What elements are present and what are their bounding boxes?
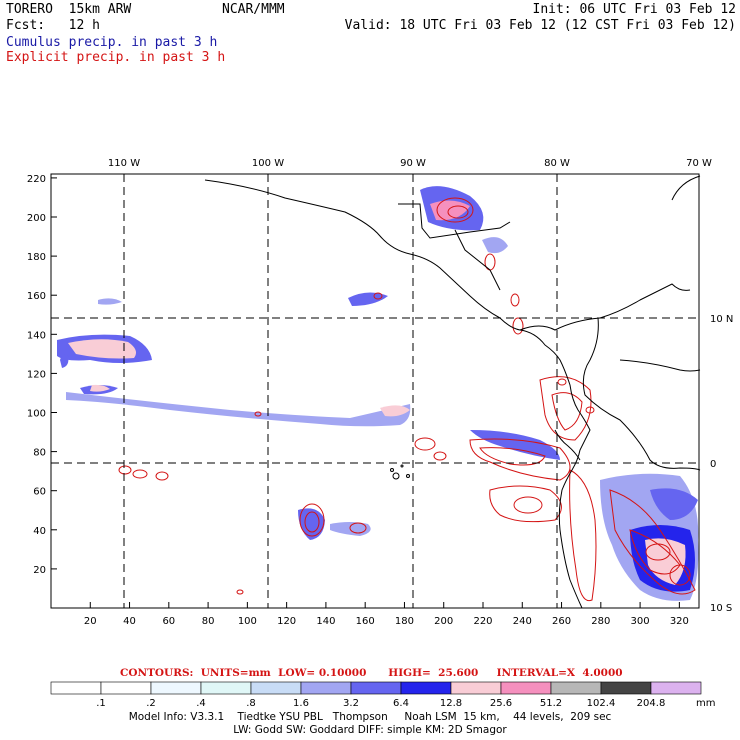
legend-swatch — [500, 681, 552, 695]
y-tick-label: 20 — [33, 565, 46, 576]
y-tick-label: 120 — [27, 369, 46, 380]
map-frame — [50, 173, 700, 609]
longitude-label: 110 W — [108, 158, 140, 169]
legend-swatch — [350, 681, 402, 695]
longitude-labels: 110 W 100 W 90 W 80 W 70 W — [108, 158, 712, 169]
legend-swatch — [150, 681, 202, 695]
latitude-label: 0 — [710, 459, 716, 470]
footer-physics-info: LW: Godd SW: Goddard DIFF: simple KM: 2D… — [233, 724, 507, 736]
x-axis: 20 40 60 80 100 120 140 160 180 200 220 240 260 280 30… — [84, 602, 689, 627]
cumulus-label: Cumulus precip. in past 3 h — [6, 35, 218, 50]
legend-label: .8 — [246, 698, 256, 709]
x-tick-label: 200 — [434, 616, 453, 627]
explicit-label: Explicit precip. in past 3 h — [6, 50, 226, 65]
legend-unit: mm — [696, 698, 715, 709]
legend-label: 25.6 — [490, 698, 512, 709]
legend-swatch — [50, 681, 102, 695]
lat-lon-grid — [51, 174, 699, 608]
x-tick-label: 20 — [84, 616, 97, 627]
footer-model-info: Model Info: V3.3.1 Tiedtke YSU PBL Thomp… — [128, 711, 612, 723]
legend-label: 51.2 — [540, 698, 562, 709]
valid-time: Valid: 18 UTC Fri 03 Feb 12 (12 CST Fri … — [344, 18, 736, 33]
legend-label: .1 — [96, 698, 106, 709]
x-tick-label: 140 — [316, 616, 335, 627]
legend-label: .4 — [196, 698, 206, 709]
x-tick-label: 280 — [591, 616, 610, 627]
legend-label: 204.8 — [637, 698, 666, 709]
legend-label: 1.6 — [293, 698, 309, 709]
y-tick-label: 160 — [27, 291, 46, 302]
legend-label: 12.8 — [440, 698, 462, 709]
longitude-label: 80 W — [544, 158, 570, 169]
longitude-label: 90 W — [400, 158, 426, 169]
y-tick-label: 140 — [27, 330, 46, 341]
x-tick-label: 100 — [238, 616, 257, 627]
x-tick-label: 180 — [395, 616, 414, 627]
y-tick-label: 200 — [27, 213, 46, 224]
legend-swatch — [650, 681, 702, 695]
legend-swatch — [250, 681, 302, 695]
legend-label: .2 — [146, 698, 156, 709]
x-tick-label: 40 — [123, 616, 136, 627]
contours-info: CONTOURS: UNITS=mm LOW= 0.10000 HIGH= 25… — [120, 667, 623, 679]
explicit-contours — [118, 197, 696, 602]
y-axis: 20 40 60 80 100 120 140 160 180 200 220 — [27, 174, 57, 576]
x-tick-label: 120 — [277, 616, 296, 627]
legend-swatch — [200, 681, 252, 695]
longitude-label: 70 W — [686, 158, 712, 169]
legend-swatch — [400, 681, 452, 695]
x-tick-label: 240 — [513, 616, 532, 627]
init-time: Init: 06 UTC Fri 03 Feb 12 — [532, 2, 737, 17]
y-tick-label: 100 — [27, 409, 46, 420]
x-tick-label: 260 — [552, 616, 571, 627]
y-tick-label: 40 — [33, 526, 46, 537]
org-label: NCAR/MMM — [222, 2, 285, 17]
x-tick-label: 320 — [670, 616, 689, 627]
x-tick-label: 220 — [473, 616, 492, 627]
y-tick-label: 80 — [33, 448, 46, 459]
x-tick-label: 60 — [162, 616, 175, 627]
legend-swatch — [600, 681, 652, 695]
x-tick-label: 300 — [631, 616, 650, 627]
latitude-labels: 10 N 0 10 S — [710, 314, 733, 614]
model-title: TORERO 15km ARW — [6, 2, 132, 17]
coastlines — [204, 175, 701, 609]
legend-label: 3.2 — [343, 698, 359, 709]
legend-swatch — [450, 681, 502, 695]
x-tick-label: 80 — [202, 616, 215, 627]
y-tick-label: 220 — [27, 174, 46, 185]
forecast-hour: Fcst: 12 h — [6, 18, 100, 33]
latitude-label: 10 S — [710, 603, 732, 614]
legend-swatch — [550, 681, 602, 695]
legend-label: 102.4 — [587, 698, 616, 709]
precip-color-bar: .1 .2 .4 .8 1.6 3.2 6.4 12.8 25.6 51.2 102.4 204.8 — [50, 681, 702, 709]
precip-shading — [57, 186, 699, 601]
legend-swatch — [300, 681, 352, 695]
legend-swatch — [100, 681, 152, 695]
legend-label: 6.4 — [393, 698, 409, 709]
longitude-label: 100 W — [252, 158, 284, 169]
y-tick-label: 60 — [33, 487, 46, 498]
x-tick-label: 160 — [356, 616, 375, 627]
y-tick-label: 180 — [27, 252, 46, 263]
latitude-label: 10 N — [710, 314, 733, 325]
